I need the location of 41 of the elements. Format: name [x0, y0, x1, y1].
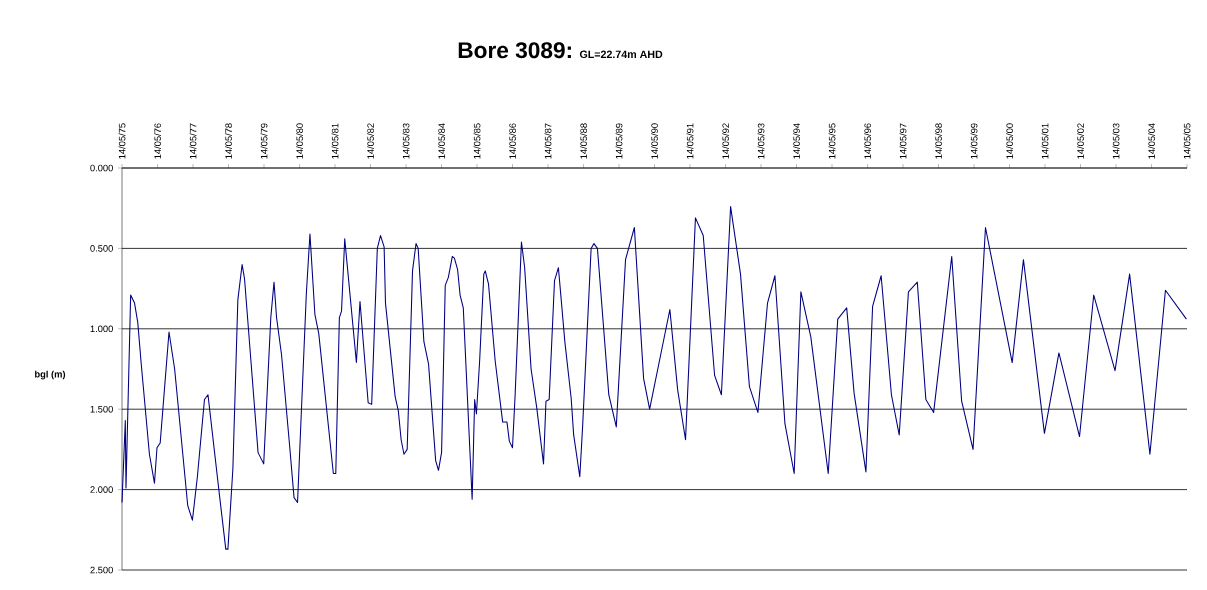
x-tick-label: 14/05/97 — [899, 123, 907, 159]
x-tick-label: 14/05/95 — [828, 123, 836, 159]
x-tick-label: 14/05/81 — [331, 123, 339, 159]
x-tick-label: 14/05/90 — [651, 123, 658, 159]
x-tick-label: 14/05/78 — [225, 123, 232, 159]
x-tick-label: 14/05/75 — [118, 123, 126, 159]
x-tick-label: 14/05/01 — [1041, 123, 1049, 159]
x-tick-label: 14/05/04 — [1148, 123, 1155, 159]
x-tick-label: 14/05/99 — [970, 123, 978, 159]
x-tick-label: 14/05/87 — [544, 123, 552, 159]
y-tick-label: 2.500 — [90, 566, 113, 574]
x-tick-label: 14/05/76 — [154, 123, 161, 159]
x-tick-label: 14/05/84 — [438, 123, 445, 159]
x-tick-label: 14/05/96 — [864, 123, 871, 159]
x-tick-label: 14/05/93 — [757, 123, 765, 159]
x-tick-label: 14/05/00 — [1006, 123, 1013, 159]
x-tick-label: 14/05/80 — [296, 123, 303, 159]
y-tick-label: 2.000 — [90, 486, 113, 493]
x-tick-label: 14/05/77 — [189, 123, 197, 159]
x-tick-label: 14/05/03 — [1112, 123, 1120, 159]
chart-subtitle: GL=22.74m AHD — [579, 50, 663, 59]
x-tick-label: 14/05/05 — [1183, 123, 1191, 159]
x-tick-label: 14/05/86 — [509, 123, 516, 159]
x-tick-label: 14/05/98 — [935, 123, 942, 159]
y-axis-title: bgl (m) — [35, 370, 66, 380]
y-tick-label: 0.500 — [90, 245, 113, 252]
x-tick-label: 14/05/82 — [367, 123, 374, 159]
x-tick-label: 14/05/92 — [722, 123, 729, 159]
x-tick-label: 14/05/83 — [402, 123, 410, 159]
x-tick-label: 14/05/85 — [473, 123, 481, 159]
x-tick-label: 14/05/02 — [1077, 123, 1084, 159]
y-tick-label: 1.500 — [90, 405, 113, 413]
y-tick-label: 0.000 — [90, 164, 113, 172]
x-tick-label: 14/05/91 — [686, 123, 694, 159]
line-series — [121, 206, 1187, 550]
chart-title: Bore 3089: — [458, 42, 571, 59]
x-tick-label: 14/05/88 — [580, 123, 587, 159]
x-tick-label: 14/05/89 — [615, 123, 623, 159]
y-tick-label: 1.000 — [90, 325, 113, 333]
x-tick-label: 14/05/79 — [260, 123, 268, 159]
x-tick-label: 14/05/94 — [793, 123, 800, 159]
